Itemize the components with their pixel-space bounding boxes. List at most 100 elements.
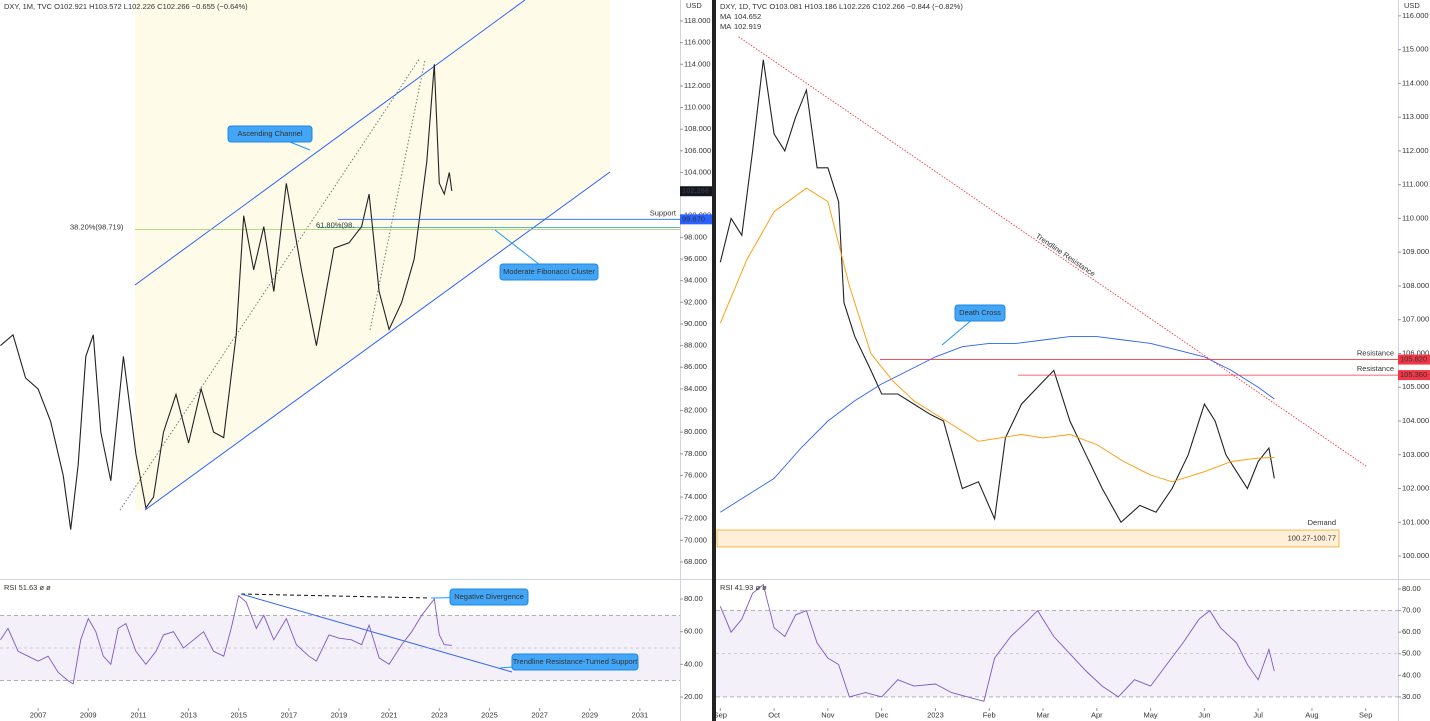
- axis-unit: USD: [1404, 1, 1420, 10]
- x-tick-label: 2027: [531, 710, 548, 719]
- y-tick-label: 113.000: [1402, 112, 1429, 121]
- axis-unit: USD: [686, 1, 702, 10]
- x-tick-label: 2007: [30, 710, 47, 719]
- x-tick-label: 2011: [130, 710, 146, 719]
- level-label: 105.360: [1400, 370, 1427, 379]
- x-tick-label: 2015: [230, 710, 247, 719]
- panel-header: DXY, 1D, TVC O103.081 H103.186 L102.226 …: [720, 2, 963, 11]
- legend-value: 104.652: [734, 12, 761, 21]
- fib-label: 61.80%(98.: [316, 221, 354, 230]
- y-tick-label: 101.000: [1402, 517, 1429, 526]
- x-tick-label: 2023: [431, 710, 448, 719]
- y-tick-label: 60.00: [684, 627, 703, 636]
- y-tick-label: 78.000: [684, 449, 707, 458]
- level-text: Resistance: [1357, 364, 1394, 373]
- y-tick-label: 102.000: [1402, 484, 1429, 493]
- y-tick-label: 107.000: [1402, 315, 1429, 324]
- x-tick-label: 2017: [281, 710, 298, 719]
- x-tick-label: 2031: [632, 710, 649, 719]
- x-tick-label: 2025: [481, 710, 498, 719]
- y-tick-label: 116.000: [684, 38, 711, 47]
- y-tick-label: 40.00: [1402, 670, 1421, 679]
- y-tick-label: 112.000: [1402, 146, 1429, 155]
- y-tick-label: 100.000: [1402, 551, 1429, 560]
- y-tick-label: 115.000: [1402, 45, 1429, 54]
- rsi-band: [716, 610, 1398, 697]
- y-tick-label: 30.00: [1402, 692, 1421, 701]
- y-tick-label: 114.000: [684, 59, 711, 68]
- y-tick-label: 109.000: [1402, 247, 1429, 256]
- demand-label: 100.27-100.77: [1288, 533, 1336, 542]
- x-tick-label: Mar: [1037, 710, 1050, 719]
- callout-text: Ascending Channel: [237, 129, 302, 138]
- channel-fill: [135, 0, 610, 510]
- price-label: 102.266: [682, 186, 709, 195]
- x-tick-label: Sep: [714, 710, 727, 719]
- level-box: [680, 214, 712, 225]
- y-tick-label: 92.000: [684, 297, 707, 306]
- x-tick-label: Aug: [1305, 710, 1318, 719]
- y-tick-label: 104.000: [1402, 416, 1429, 425]
- series-line: [0, 64, 453, 530]
- y-tick-label: 70.00: [1402, 606, 1421, 615]
- callout-text: Moderate Fibonacci Cluster: [503, 267, 595, 276]
- fib-label: 38.20%(98.719): [70, 223, 124, 232]
- trendline-label: Trendline Resistance: [1034, 231, 1097, 278]
- x-tick-label: May: [1144, 710, 1158, 719]
- y-tick-label: 116.000: [1402, 11, 1429, 20]
- y-tick-label: 20.00: [684, 692, 703, 701]
- y-tick-label: 80.00: [1402, 584, 1421, 593]
- y-tick-label: 98.000: [684, 232, 707, 241]
- panel: 38.20%(98.719) 61.80%(98.: [0, 64, 680, 530]
- x-tick-label: 2029: [581, 710, 598, 719]
- y-tick-label: 76.000: [684, 470, 707, 479]
- level-text: Support: [650, 208, 677, 217]
- series-line: [720, 336, 1275, 513]
- y-tick-label: 60.00: [1402, 627, 1421, 636]
- y-tick-label: 50.00: [1402, 649, 1421, 658]
- y-tick-label: 82.000: [684, 405, 707, 414]
- y-tick-label: 103.000: [1402, 450, 1429, 459]
- callout-box: [449, 588, 529, 606]
- x-tick-label: Oct: [768, 710, 781, 719]
- legend-name: MA: [720, 12, 731, 21]
- callout-text: Negative Divergence: [454, 592, 524, 601]
- y-tick-label: 118.000: [684, 16, 711, 25]
- channel-upper: [134, 0, 526, 286]
- y-tick-label: 84.000: [684, 384, 707, 393]
- x-tick-label: 2021: [381, 710, 398, 719]
- trendline: [738, 36, 1368, 467]
- y-tick-label: 40.00: [684, 659, 703, 668]
- x-tick-label: Jul: [1253, 710, 1263, 719]
- panel-header: DXY, 1M, TVC O102.921 H103.572 L102.226 …: [4, 2, 248, 11]
- y-tick-label: 110.000: [1402, 213, 1429, 222]
- y-tick-label: 80.00: [684, 594, 703, 603]
- y-tick-label: 74.000: [684, 492, 707, 501]
- price-box: [680, 186, 712, 197]
- series-line: [0, 594, 452, 685]
- y-tick-label: 105.000: [1402, 382, 1429, 391]
- callout-box: [954, 304, 1006, 322]
- y-tick-label: 94.000: [684, 276, 707, 285]
- dotted-line: [119, 57, 421, 511]
- series-line: [719, 59, 1275, 524]
- level-box: [1398, 354, 1430, 365]
- legend-name: MA: [720, 22, 731, 31]
- x-tick-label: Jun: [1198, 710, 1210, 719]
- y-tick-label: 90.000: [684, 319, 707, 328]
- panel: Sep Oct Nov Dec 2023 Feb Mar Apr May Jun Jul Aug Sep: [714, 583, 1398, 719]
- x-tick-label: Nov: [821, 710, 835, 719]
- series-line: [719, 583, 1275, 702]
- x-tick-label: 2009: [80, 710, 97, 719]
- y-tick-label: 106.000: [1402, 348, 1429, 357]
- y-tick-label: 80.000: [684, 427, 707, 436]
- level-box: [1398, 370, 1430, 381]
- callout-box: [227, 125, 313, 143]
- x-tick-label: Feb: [983, 710, 996, 719]
- demand-title: Demand: [1308, 518, 1336, 527]
- y-tick-label: 108.000: [684, 124, 711, 133]
- y-tick-label: 111.000: [1402, 180, 1428, 189]
- panel-header: RSI 41.93 ø ø: [720, 583, 767, 592]
- y-tick-label: 108.000: [1402, 281, 1429, 290]
- y-tick-label: 110.000: [684, 103, 711, 112]
